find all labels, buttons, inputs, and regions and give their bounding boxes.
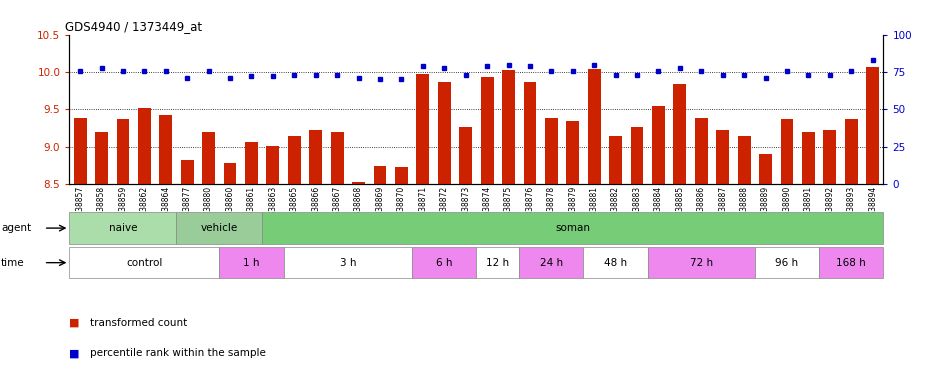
- Text: 6 h: 6 h: [436, 258, 452, 268]
- Bar: [180, 161, 193, 184]
- Bar: [845, 119, 857, 184]
- Text: 72 h: 72 h: [690, 258, 713, 268]
- Text: soman: soman: [555, 223, 590, 233]
- Bar: [262, 212, 883, 244]
- Bar: [519, 247, 584, 278]
- Bar: [138, 108, 151, 184]
- Bar: [610, 136, 622, 184]
- Bar: [566, 121, 579, 184]
- Text: percentile rank within the sample: percentile rank within the sample: [90, 348, 265, 358]
- Text: 48 h: 48 h: [604, 258, 627, 268]
- Bar: [374, 166, 387, 184]
- Bar: [245, 142, 258, 184]
- Text: ■: ■: [69, 348, 80, 358]
- Bar: [502, 70, 515, 184]
- Bar: [545, 118, 558, 184]
- Bar: [584, 247, 647, 278]
- Text: control: control: [126, 258, 163, 268]
- Bar: [587, 69, 600, 184]
- Bar: [159, 116, 172, 184]
- Bar: [69, 212, 177, 244]
- Bar: [781, 119, 794, 184]
- Bar: [352, 182, 365, 184]
- Bar: [648, 247, 755, 278]
- Bar: [224, 163, 237, 184]
- Text: time: time: [1, 258, 25, 268]
- Text: agent: agent: [1, 223, 31, 233]
- Bar: [759, 154, 772, 184]
- Text: 12 h: 12 h: [487, 258, 510, 268]
- Bar: [284, 247, 413, 278]
- Bar: [266, 146, 279, 184]
- Bar: [309, 131, 322, 184]
- Text: vehicle: vehicle: [201, 223, 238, 233]
- Bar: [738, 136, 750, 184]
- Bar: [823, 131, 836, 184]
- Bar: [416, 74, 429, 184]
- Bar: [459, 127, 472, 184]
- Bar: [631, 127, 644, 184]
- Text: 96 h: 96 h: [775, 258, 798, 268]
- Bar: [203, 132, 215, 184]
- Bar: [673, 84, 686, 184]
- Bar: [866, 67, 879, 184]
- Bar: [288, 136, 301, 184]
- Bar: [695, 118, 708, 184]
- Bar: [652, 106, 665, 184]
- Bar: [802, 132, 815, 184]
- Bar: [476, 247, 519, 278]
- Text: GDS4940 / 1373449_at: GDS4940 / 1373449_at: [66, 20, 203, 33]
- Text: 168 h: 168 h: [836, 258, 866, 268]
- Bar: [95, 132, 108, 184]
- Bar: [481, 77, 494, 184]
- Bar: [755, 247, 820, 278]
- Bar: [716, 131, 729, 184]
- Bar: [413, 247, 476, 278]
- Text: naive: naive: [108, 223, 137, 233]
- Bar: [117, 119, 130, 184]
- Text: ■: ■: [69, 318, 80, 328]
- Bar: [331, 132, 343, 184]
- Text: 1 h: 1 h: [243, 258, 260, 268]
- Bar: [177, 212, 262, 244]
- Text: transformed count: transformed count: [90, 318, 187, 328]
- Bar: [395, 167, 408, 184]
- Bar: [438, 83, 450, 184]
- Bar: [820, 247, 883, 278]
- Bar: [74, 118, 87, 184]
- Bar: [524, 83, 536, 184]
- Bar: [69, 247, 219, 278]
- Bar: [219, 247, 284, 278]
- Text: 3 h: 3 h: [339, 258, 356, 268]
- Text: 24 h: 24 h: [540, 258, 563, 268]
